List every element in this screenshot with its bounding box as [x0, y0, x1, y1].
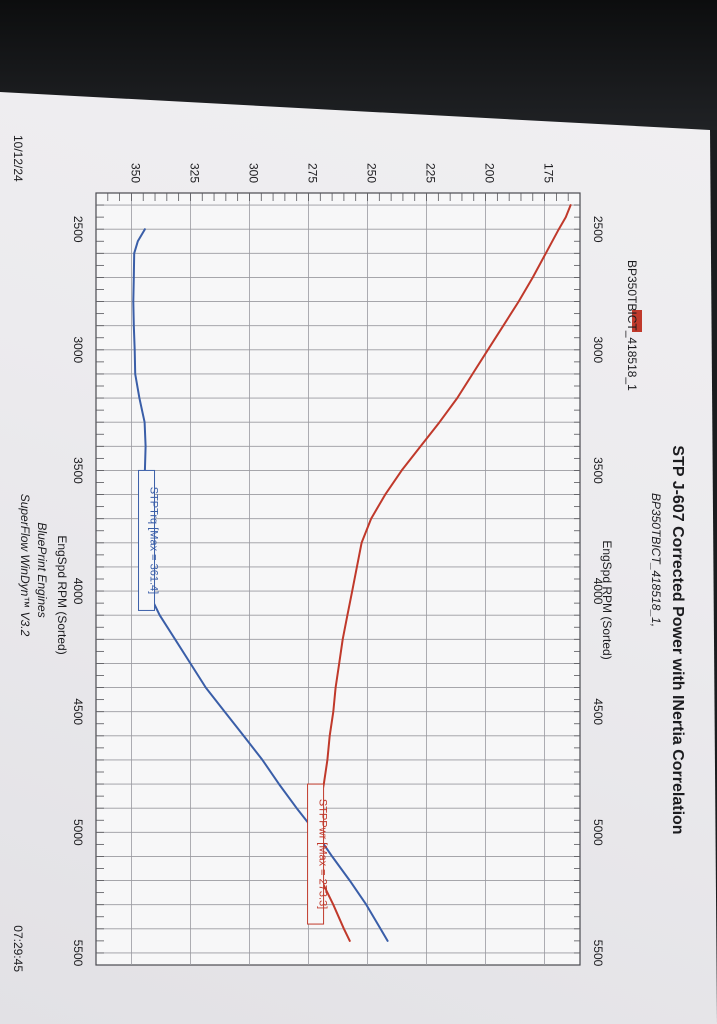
footer-time: 07:29:45	[11, 925, 25, 972]
x-tick-label-top: 2500	[591, 216, 605, 243]
annotation-box-stppwr	[307, 783, 325, 925]
x-tick-label-top: 3500	[591, 457, 605, 484]
chart-title: STP J-607 Corrected Power with INertia C…	[669, 445, 686, 834]
x-tick-label-bottom: 5500	[71, 940, 85, 967]
x-tick-label-top: 3000	[591, 336, 605, 363]
axes: 2500 2500 3000 3000 3500 3500 4000 4000 4500 4500…	[71, 163, 605, 967]
x-tick-label-bottom: 5000	[71, 819, 85, 846]
x-tick-label-bottom: 4000	[71, 578, 85, 605]
plot-frame	[95, 192, 581, 966]
footer-company: BluePrint Engines	[35, 522, 49, 617]
annotation-stptrq: STPTrq [Max = 361.4]	[148, 487, 160, 595]
x-tick-label-top: 4000	[591, 578, 605, 605]
y-tick-label: 325	[187, 163, 201, 183]
x-tick-label-bottom: 3500	[71, 457, 85, 484]
x-axis-title-bottom: EngSpd RPM (Sorted)	[55, 535, 69, 654]
y-tick-label: 225	[424, 163, 438, 183]
y-tick-label: 175	[542, 163, 556, 183]
y-tick-label: 300	[246, 163, 260, 183]
footer-software: SuperFlow WinDyn™ V3.2	[18, 494, 32, 637]
annotation-box-stptrq	[138, 469, 156, 611]
series-layer: STPTrq [Max = 361.4] STPPwr [Max = 273.3]	[132, 204, 572, 942]
x-tick-label-bottom: 3000	[71, 336, 85, 363]
grid	[96, 193, 580, 965]
legend-label: BP350TBICT_418518_1	[625, 260, 639, 391]
legend-swatch	[632, 310, 642, 332]
footer-date: 10/12/24	[11, 135, 25, 182]
x-tick-label-bottom: 4500	[71, 698, 85, 725]
y-tick-label: 275	[305, 163, 319, 183]
x-tick-label-top: 5500	[591, 940, 605, 967]
x-tick-label-top: 5000	[591, 819, 605, 846]
y-tick-label: 200	[483, 163, 497, 183]
y-tick-label: 350	[128, 163, 142, 183]
y-tick-label: 250	[365, 163, 379, 183]
x-axis-title-top: EngSpd RPM (Sorted)	[600, 540, 614, 659]
x-tick-label-bottom: 2500	[71, 216, 85, 243]
chart-subtitle: BP350TBICT_418518_1,	[649, 493, 663, 627]
annotation-stppwr: STPPwr [Max = 273.3]	[317, 799, 329, 909]
x-tick-label-top: 4500	[591, 698, 605, 725]
